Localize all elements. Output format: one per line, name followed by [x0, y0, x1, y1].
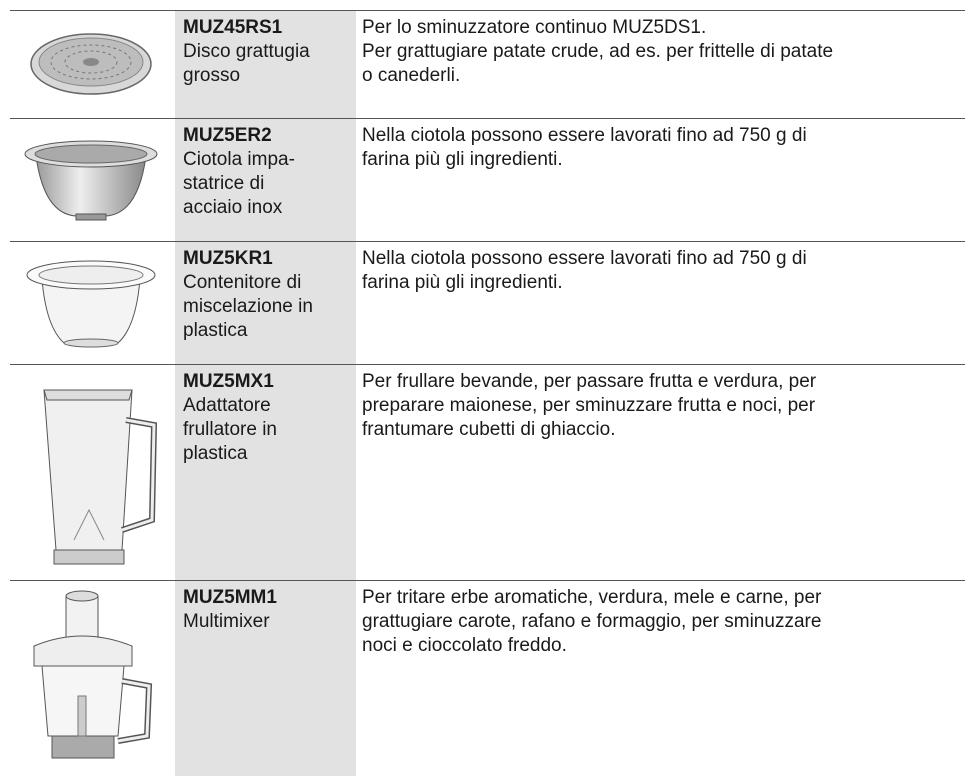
name-line: grosso: [183, 65, 241, 86]
blender-image: [43, 389, 158, 565]
code: MUZ5KR1: [183, 248, 273, 269]
description-line: grattugiare carote, rafano e formaggio, …: [362, 611, 822, 632]
name-line: statrice di: [183, 173, 265, 194]
steel-bowl-image: [24, 140, 158, 221]
name-line: Multimixer: [183, 611, 270, 632]
name-line: frullatore in: [183, 419, 277, 440]
description-line: Nella ciotola possono essere lavorati fi…: [362, 125, 807, 146]
description-line: Nella ciotola possono essere lavorati fi…: [362, 248, 807, 269]
name-line: plastica: [183, 320, 248, 341]
product-code: MUZ5KR1 Contenitore di miscelazione in p…: [183, 247, 355, 343]
name-line: Contenitore di: [183, 272, 302, 293]
code-column-background: [175, 10, 356, 776]
table-row: MUZ5ER2 Ciotola impa- statrice di acciai…: [0, 118, 969, 241]
product-code: MUZ5MX1 Adattatore frullatore in plastic…: [183, 370, 355, 466]
description-line: frantumare cubetti di ghiaccio.: [362, 419, 616, 440]
name-line: Adattatore: [183, 395, 271, 416]
grater-disc-image: [30, 33, 152, 95]
description: Per lo sminuzzatore continuo MUZ5DS1. Pe…: [362, 16, 962, 88]
description: Nella ciotola possono essere lavorati fi…: [362, 247, 962, 295]
description: Nella ciotola possono essere lavorati fi…: [362, 124, 962, 172]
row-rule: [10, 364, 965, 365]
description-line: o canederli.: [362, 65, 461, 86]
name-line: Disco grattugia: [183, 41, 310, 62]
row-rule: [10, 241, 965, 242]
product-code: MUZ45RS1 Disco grattugia grosso: [183, 16, 355, 88]
description-line: preparare maionese, per sminuzzare frutt…: [362, 395, 816, 416]
name-line: acciaio inox: [183, 197, 283, 218]
description: Per tritare erbe aromatiche, verdura, me…: [362, 586, 962, 658]
description-line: Per frullare bevande, per passare frutta…: [362, 371, 817, 392]
product-code: MUZ5MM1 Multimixer: [183, 586, 355, 634]
description: Per frullare bevande, per passare frutta…: [362, 370, 962, 442]
description-line: noci e cioccolato freddo.: [362, 635, 567, 656]
code: MUZ5MM1: [183, 587, 277, 608]
table-row: MUZ5KR1 Contenitore di miscelazione in p…: [0, 241, 969, 364]
description-line: farina più gli ingredienti.: [362, 272, 563, 293]
name-line: Ciotola impa-: [183, 149, 295, 170]
code: MUZ5MX1: [183, 371, 274, 392]
name-line: miscelazione in: [183, 296, 313, 317]
description-line: farina più gli ingredienti.: [362, 149, 563, 170]
row-rule: [10, 118, 965, 119]
name-line: plastica: [183, 443, 248, 464]
code: MUZ45RS1: [183, 17, 283, 38]
row-rule: [10, 10, 965, 11]
table-row: MUZ5MX1 Adattatore frullatore in plastic…: [0, 364, 969, 580]
row-rule: [10, 580, 965, 581]
multimixer-image: [33, 590, 153, 759]
code: MUZ5ER2: [183, 125, 272, 146]
table-row: MUZ45RS1 Disco grattugia grosso Per lo s…: [0, 10, 969, 118]
product-code: MUZ5ER2 Ciotola impa- statrice di acciai…: [183, 124, 355, 220]
description-line: Per lo sminuzzatore continuo MUZ5DS1.: [362, 17, 707, 38]
description-line: Per tritare erbe aromatiche, verdura, me…: [362, 587, 822, 608]
plastic-bowl-image: [26, 260, 156, 348]
table-row: MUZ5MM1 Multimixer Per tritare erbe arom…: [0, 580, 969, 776]
description-line: Per grattugiare patate crude, ad es. per…: [362, 41, 834, 62]
